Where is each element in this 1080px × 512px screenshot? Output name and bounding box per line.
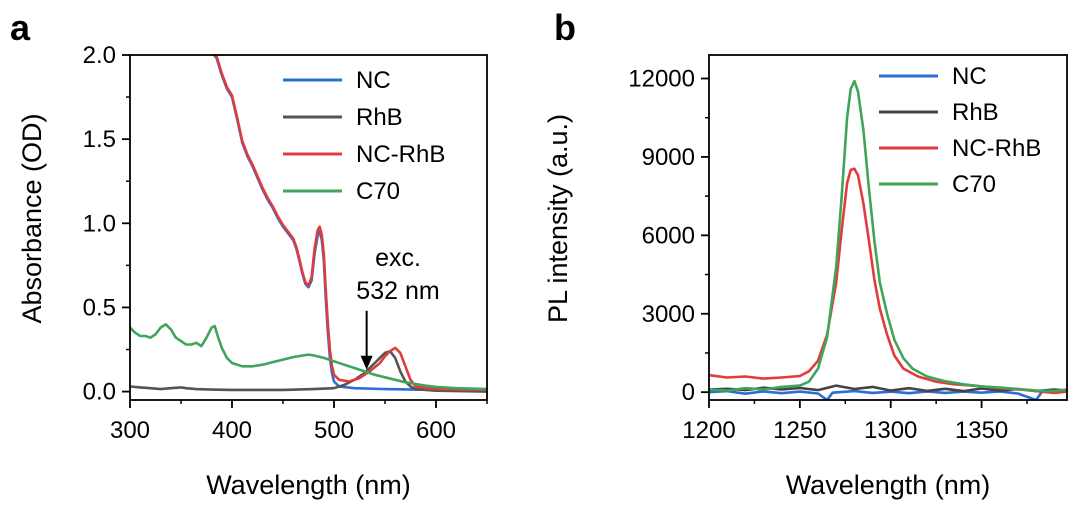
- x-tick-label: 400: [212, 417, 252, 444]
- y-tick-label: 0: [682, 379, 695, 406]
- annotation-exc-line1: exc.: [375, 244, 421, 272]
- y-tick-label: 1.5: [83, 126, 116, 153]
- plot-frame: [129, 54, 488, 401]
- legend-label-rhb: RhB: [952, 99, 999, 126]
- legend-label-nc: NC: [952, 63, 987, 90]
- panel-b-pl-chart: 1200 1250 1300 1350 0 3000 6000 9000 12000 Wavele…: [543, 54, 1068, 500]
- x-tick-label: 300: [110, 417, 150, 444]
- legend-label-nc-rhb: NC-RhB: [356, 141, 445, 168]
- x-axis-title: Wavelength (nm): [786, 470, 991, 500]
- plot-frame: [708, 54, 1068, 401]
- x-tick-label: 1250: [773, 417, 826, 444]
- x-tick-label: 1200: [682, 417, 735, 444]
- y-tick-label: 1.0: [83, 210, 116, 237]
- y-tick-label: 2.0: [83, 42, 116, 69]
- legend-label-c70: C70: [356, 178, 400, 205]
- y-tick-label: 12000: [628, 66, 695, 93]
- series-line-nc-rhb: [709, 167, 1067, 395]
- legend-label-rhb: RhB: [356, 104, 403, 131]
- panel-a-absorbance-chart: 300 400 500 600 0.0 0.5 1.0 1.5 2.0 Wavelength (n…: [17, 42, 488, 500]
- panel-b-letter: b: [554, 7, 576, 48]
- y-axis-title: PL intensity (a.u.): [543, 114, 573, 323]
- x-tick-label: 600: [416, 417, 456, 444]
- legend-label-c70: C70: [952, 171, 996, 198]
- x-tick-label: 500: [314, 417, 354, 444]
- y-tick-label: 0.0: [83, 379, 116, 406]
- series-line-nc: [212, 55, 487, 392]
- x-axis-title: Wavelength (nm): [206, 470, 411, 500]
- legend-label-nc: NC: [356, 67, 391, 94]
- y-tick-label: 6000: [642, 222, 695, 249]
- legend: NC RhB NC-RhB C70: [283, 67, 445, 205]
- x-tick-label: 1350: [955, 417, 1008, 444]
- excitation-arrow-head: [360, 355, 373, 370]
- y-tick-label: 3000: [642, 301, 695, 328]
- y-axis-title: Absorbance (OD): [17, 113, 47, 323]
- x-tick-label: 1300: [864, 417, 917, 444]
- series-line-nc: [709, 389, 1043, 400]
- annotation-exc-line2: 532 nm: [356, 277, 439, 305]
- legend: NC RhB NC-RhB C70: [879, 63, 1041, 198]
- y-tick-label: 0.5: [83, 294, 116, 321]
- series-line-c70: [709, 79, 1067, 393]
- y-tick-label: 9000: [642, 144, 695, 171]
- legend-label-nc-rhb: NC-RhB: [952, 135, 1041, 162]
- panel-a-letter: a: [10, 7, 31, 48]
- series-line-nc-rhb: [213, 55, 487, 392]
- series-line-rhb: [130, 349, 487, 393]
- series-line-c70: [130, 323, 487, 391]
